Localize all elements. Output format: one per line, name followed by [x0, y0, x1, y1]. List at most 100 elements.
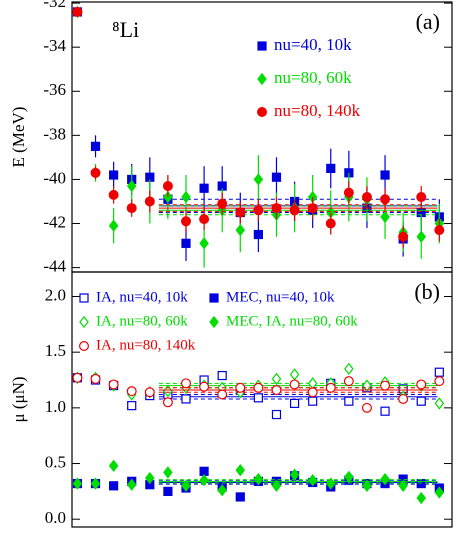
marker [253, 173, 264, 186]
marker [253, 472, 264, 486]
marker [163, 466, 173, 479]
marker [380, 170, 390, 180]
marker [416, 478, 426, 489]
legend-label: nu=80, 140k [274, 101, 361, 120]
y-tick-label: 1.0 [45, 397, 66, 416]
y-tick-label: 0.5 [45, 452, 66, 471]
legend-label: IA, nu=40, 10k [96, 289, 188, 305]
y-tick-label: -36 [43, 80, 66, 99]
legend-marker [257, 106, 268, 117]
legend-marker [79, 315, 89, 329]
marker [162, 397, 173, 408]
marker [434, 397, 445, 410]
marker [217, 198, 228, 209]
marker [271, 385, 282, 396]
marker [398, 231, 409, 242]
marker [307, 387, 318, 398]
marker [344, 396, 354, 406]
marker [416, 491, 426, 505]
marker [109, 170, 119, 180]
y-axis-label: E (MeV) [9, 107, 28, 168]
marker [126, 386, 137, 397]
marker [361, 192, 372, 203]
marker [380, 194, 391, 205]
legend-entry: IA, nu=80, 140k [78, 337, 196, 353]
marker [72, 372, 83, 383]
marker [181, 238, 191, 248]
legend-entry: nu=80, 140k [257, 101, 361, 120]
marker [90, 477, 101, 490]
marker [434, 225, 445, 236]
marker [235, 382, 246, 393]
marker [181, 394, 191, 404]
y-tick-label: -38 [43, 124, 66, 143]
marker [289, 398, 300, 408]
marker [416, 396, 426, 406]
marker [434, 486, 445, 499]
y-tick-label: -34 [43, 36, 66, 55]
marker [325, 218, 336, 229]
legend-label: IA, nu=80, 60k [96, 313, 188, 329]
marker [181, 378, 192, 389]
marker [199, 214, 210, 225]
marker [398, 393, 409, 404]
marker [90, 373, 101, 384]
marker [217, 484, 227, 497]
annotation: ⁸Li [112, 17, 139, 42]
marker [145, 471, 155, 485]
legend-marker [257, 41, 267, 51]
panel-label: (b) [414, 279, 440, 304]
legend-entry: MEC, nu=40, 10k [209, 289, 335, 305]
marker [271, 203, 282, 214]
plot-frame [71, 271, 453, 528]
marker [108, 219, 119, 232]
marker [289, 368, 300, 381]
marker [144, 387, 155, 398]
marker [108, 379, 119, 390]
y-tick-label: 1.5 [45, 341, 66, 360]
legend-marker [257, 72, 267, 86]
panel-label: (a) [416, 9, 440, 34]
marker [434, 367, 444, 377]
legend-entry: MEC, IA, nu=80, 60k [209, 313, 358, 329]
marker [380, 380, 391, 391]
marker [253, 229, 263, 240]
marker [90, 141, 101, 151]
marker [380, 472, 390, 486]
legend-label: MEC, IA, nu=80, 60k [226, 313, 358, 329]
legend-marker [209, 315, 219, 329]
marker [289, 379, 300, 390]
legend-label: MEC, nu=40, 10k [226, 289, 335, 305]
marker [416, 379, 427, 390]
marker [181, 190, 191, 204]
y-tick-label: 0.0 [45, 508, 66, 527]
marker [199, 381, 210, 392]
marker [108, 189, 119, 200]
marker [126, 179, 137, 193]
y-tick-label: -44 [43, 256, 66, 275]
marker [144, 196, 155, 207]
marker [181, 479, 191, 492]
marker [108, 459, 119, 472]
marker [289, 468, 300, 481]
marker [253, 393, 263, 403]
legend-label: IA, nu=80, 140k [96, 337, 196, 353]
marker [235, 223, 246, 237]
marker [181, 216, 192, 227]
legend-marker [79, 293, 89, 303]
marker [90, 167, 101, 178]
legend-label: nu=40, 10k [274, 35, 352, 54]
marker [307, 474, 318, 487]
marker [109, 481, 119, 491]
marker [343, 376, 354, 387]
marker [380, 210, 390, 224]
marker [344, 470, 354, 484]
marker [235, 207, 246, 218]
marker [326, 477, 336, 490]
marker [308, 396, 318, 406]
marker [271, 479, 282, 492]
marker [416, 192, 427, 203]
y-tick-label: -42 [43, 212, 66, 231]
legend-entry: nu=40, 10k [257, 35, 352, 54]
